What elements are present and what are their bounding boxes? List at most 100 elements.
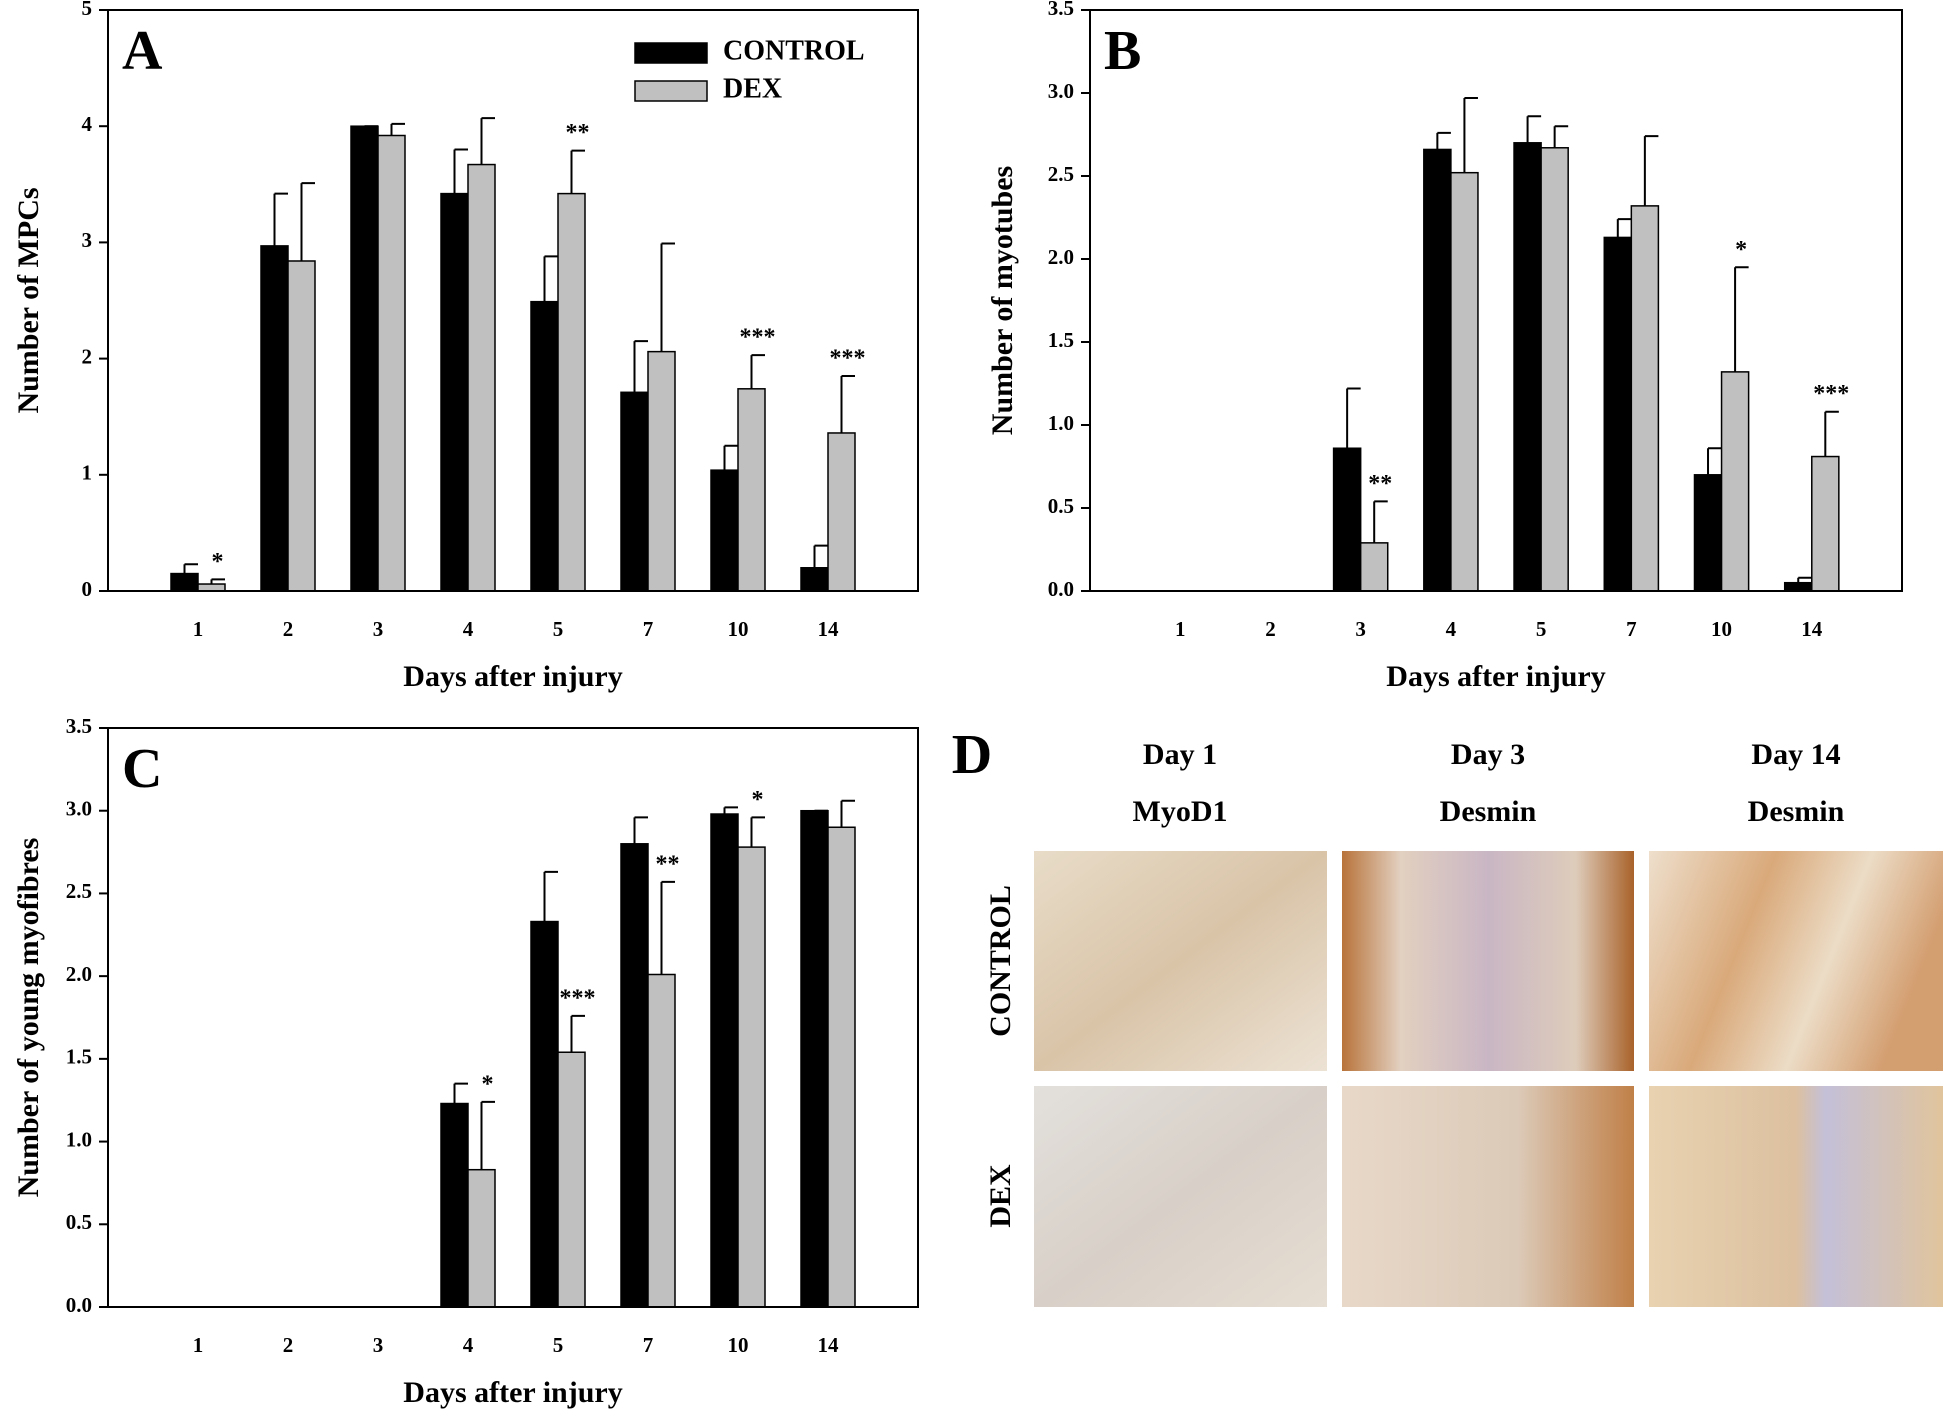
y-tick-label: 2.0 bbox=[66, 962, 92, 986]
x-tick-label: 4 bbox=[1446, 617, 1457, 641]
x-tick-label: 4 bbox=[463, 617, 474, 641]
y-tick-label: 3 bbox=[82, 228, 93, 252]
error-bar bbox=[1346, 387, 1361, 449]
error-bar bbox=[543, 255, 558, 302]
bar bbox=[1603, 236, 1633, 592]
error-bar bbox=[453, 1082, 468, 1104]
y-axis-title: Number of young myofibres bbox=[12, 838, 45, 1198]
y-tick-label: 1.5 bbox=[66, 1045, 92, 1069]
x-tick-label: 5 bbox=[553, 617, 564, 641]
column-stain: Desmin bbox=[1748, 795, 1845, 828]
error-bar bbox=[723, 444, 738, 471]
micrograph bbox=[1342, 851, 1634, 1071]
column-day: Day 1 bbox=[1143, 738, 1217, 771]
y-tick-label: 5 bbox=[82, 0, 93, 20]
bar bbox=[440, 1102, 469, 1308]
panel-label: A bbox=[122, 20, 163, 82]
error-bar bbox=[660, 242, 675, 352]
x-tick-label: 5 bbox=[553, 1333, 564, 1357]
significance: ** bbox=[656, 851, 680, 877]
y-axis-title: Number of MPCs bbox=[12, 187, 45, 413]
legend-swatch bbox=[634, 42, 708, 64]
error-bar bbox=[390, 122, 405, 136]
x-tick-label: 5 bbox=[1536, 617, 1547, 641]
x-axis-title: Days after injury bbox=[403, 660, 622, 693]
y-tick-label: 0.0 bbox=[66, 1293, 92, 1317]
x-tick-label: 1 bbox=[193, 617, 204, 641]
y-tick-label: 0.5 bbox=[1048, 494, 1074, 518]
bar bbox=[710, 813, 739, 1308]
error-bar bbox=[570, 1014, 585, 1053]
y-tick-label: 1.0 bbox=[1048, 411, 1074, 435]
significance: *** bbox=[830, 346, 866, 372]
y-tick-label: 3.0 bbox=[1048, 79, 1074, 103]
x-tick-label: 14 bbox=[818, 1333, 840, 1357]
x-tick-label: 10 bbox=[728, 617, 749, 641]
error-bar bbox=[543, 870, 558, 922]
micrograph bbox=[1034, 851, 1327, 1071]
bar bbox=[530, 300, 559, 592]
significance: * bbox=[1735, 237, 1747, 263]
bar bbox=[800, 567, 829, 592]
panel-d-images bbox=[1034, 851, 1943, 1307]
y-tick-label: 3.5 bbox=[66, 714, 92, 738]
x-tick-label: 3 bbox=[373, 1333, 384, 1357]
bar bbox=[647, 973, 676, 1308]
y-tick-label: 0.5 bbox=[66, 1210, 92, 1234]
error-bar bbox=[1824, 410, 1839, 457]
legend-label: CONTROL bbox=[723, 35, 865, 66]
legend-label: DEX bbox=[723, 73, 782, 104]
y-tick-label: 4 bbox=[82, 112, 93, 136]
x-axis-title: Days after injury bbox=[1386, 660, 1605, 693]
bar bbox=[1720, 371, 1750, 592]
x-tick-label: 4 bbox=[463, 1333, 474, 1357]
error-bar bbox=[1797, 576, 1812, 583]
bar bbox=[260, 245, 289, 592]
micrograph bbox=[1342, 1086, 1634, 1307]
y-tick-label: 2 bbox=[82, 344, 93, 368]
error-bar bbox=[480, 117, 495, 165]
bar bbox=[620, 843, 649, 1308]
error-bar bbox=[300, 182, 315, 261]
bar bbox=[1359, 542, 1389, 592]
bar bbox=[620, 391, 649, 592]
bar bbox=[1423, 148, 1452, 592]
bar bbox=[557, 192, 586, 592]
significance: ** bbox=[566, 120, 590, 146]
bar bbox=[350, 125, 379, 592]
bar bbox=[1450, 171, 1479, 592]
x-tick-label: 14 bbox=[818, 617, 840, 641]
bar bbox=[467, 1168, 496, 1308]
micrograph bbox=[1034, 1086, 1327, 1307]
bar bbox=[170, 572, 199, 592]
bar bbox=[1513, 142, 1542, 592]
bar bbox=[1540, 147, 1569, 592]
x-tick-label: 2 bbox=[283, 617, 294, 641]
column-day: Day 14 bbox=[1751, 738, 1840, 771]
bar bbox=[827, 432, 856, 592]
micrograph bbox=[1649, 1086, 1943, 1307]
error-bar bbox=[210, 578, 225, 585]
y-tick-label: 1 bbox=[82, 461, 93, 485]
significance: * bbox=[752, 787, 764, 813]
bar bbox=[1783, 581, 1813, 592]
bar bbox=[467, 163, 496, 592]
significance: * bbox=[482, 1071, 494, 1097]
error-bar bbox=[1707, 447, 1722, 475]
bar bbox=[287, 260, 316, 592]
y-tick-label: 2.0 bbox=[1048, 245, 1074, 269]
error-bar bbox=[570, 149, 585, 194]
error-bar bbox=[1436, 131, 1451, 150]
error-bar bbox=[1553, 125, 1569, 148]
x-tick-label: 3 bbox=[373, 617, 384, 641]
y-tick-label: 0.0 bbox=[1048, 577, 1074, 601]
y-tick-label: 0 bbox=[82, 577, 93, 601]
micrograph bbox=[1649, 851, 1943, 1071]
significance: *** bbox=[1813, 381, 1849, 407]
error-bar bbox=[813, 544, 828, 568]
error-bar bbox=[723, 806, 738, 815]
plot-frame bbox=[1089, 9, 1903, 592]
x-tick-label: 7 bbox=[643, 1333, 654, 1357]
bar bbox=[800, 809, 829, 1308]
